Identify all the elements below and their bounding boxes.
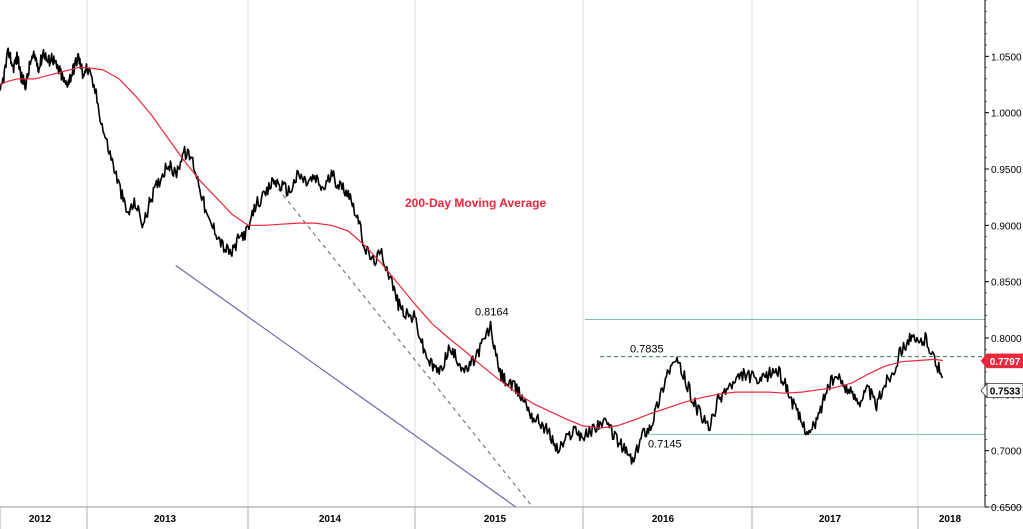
moving-average-label: 200-Day Moving Average bbox=[405, 196, 546, 210]
value-badge-label: 0.7797 bbox=[990, 357, 1021, 368]
value-badge-label: 0.7533 bbox=[990, 387, 1021, 398]
y-tick-label: 0.9000 bbox=[991, 221, 1022, 232]
x-tick-label: 2013 bbox=[154, 514, 177, 525]
y-tick-label: 0.8000 bbox=[991, 334, 1022, 345]
x-tick-label: 2017 bbox=[819, 514, 842, 525]
reference-label: 0.7145 bbox=[648, 438, 682, 450]
x-tick-label: 2018 bbox=[939, 514, 962, 525]
x-tick-label: 2016 bbox=[652, 514, 675, 525]
x-tick-label: 2014 bbox=[319, 514, 342, 525]
labels: 2012 2013 2014 2015 2016 2017 2018 1.0500 1.0000… bbox=[29, 52, 1023, 525]
x-tick-label: 2015 bbox=[484, 514, 507, 525]
y-tick-label: 0.6500 bbox=[991, 503, 1022, 514]
y-tick-label: 1.0000 bbox=[991, 109, 1022, 120]
moving-average-line bbox=[0, 67, 943, 429]
y-tick-label: 0.7000 bbox=[991, 447, 1022, 458]
value-badge-pointer bbox=[980, 382, 988, 399]
reference-lines bbox=[585, 319, 985, 435]
value-badge-pointer bbox=[980, 353, 988, 369]
series-lines bbox=[0, 47, 943, 465]
y-tick-label: 0.8500 bbox=[991, 278, 1022, 289]
reference-label: 0.8164 bbox=[475, 307, 509, 319]
trend-lines bbox=[175, 182, 534, 508]
x-tick-label: 2012 bbox=[29, 514, 52, 525]
y-tick-label: 1.0500 bbox=[991, 52, 1022, 63]
trend-line-resistance bbox=[272, 182, 534, 508]
price-series-line bbox=[0, 47, 943, 465]
y-tick-label: 0.9500 bbox=[991, 165, 1022, 176]
reference-label: 0.7835 bbox=[630, 344, 664, 356]
year-dividers bbox=[86, 0, 919, 507]
trend-line-support bbox=[175, 264, 517, 508]
